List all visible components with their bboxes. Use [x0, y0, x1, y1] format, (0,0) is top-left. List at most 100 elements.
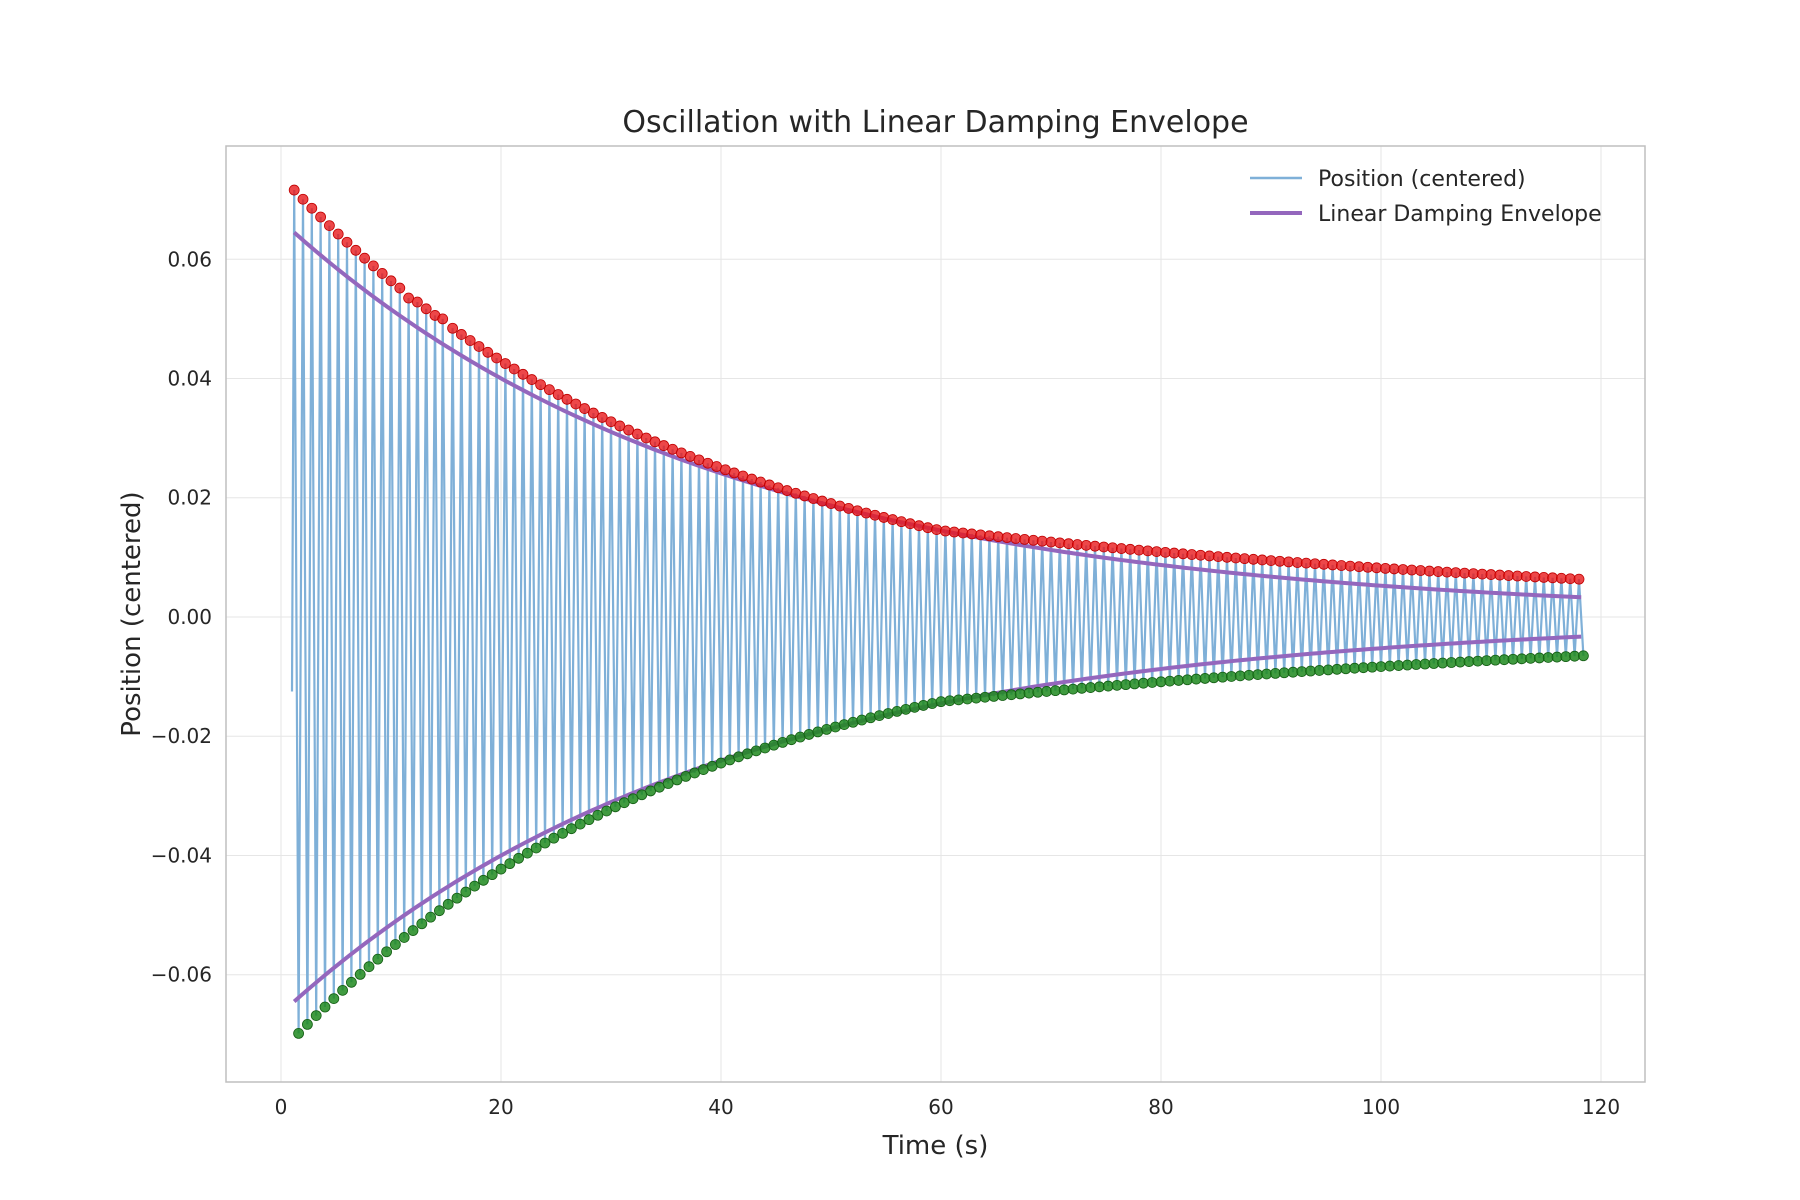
trough-marker	[909, 701, 920, 713]
trough-marker	[381, 946, 393, 958]
trough-marker	[301, 1019, 313, 1030]
trough-marker	[821, 724, 832, 735]
trough-marker	[345, 976, 357, 988]
trough-marker	[601, 805, 612, 817]
trough-marker	[856, 714, 868, 726]
trough-marker	[363, 961, 375, 973]
y-tick-label: 0.02	[167, 486, 212, 510]
trough-marker	[865, 712, 876, 724]
trough-marker	[874, 710, 885, 722]
peak-marker	[315, 211, 327, 223]
trough-marker	[583, 814, 595, 826]
data-layer	[288, 184, 1589, 1039]
peak-marker	[359, 252, 371, 264]
trough-marker	[451, 892, 463, 904]
peak-marker	[341, 236, 353, 248]
x-tick-label: 60	[928, 1095, 953, 1119]
trough-marker	[1578, 650, 1589, 662]
peak-marker	[447, 322, 459, 334]
grid	[226, 146, 1645, 1082]
peak-marker	[411, 296, 423, 308]
peak-marker	[367, 260, 379, 272]
trough-marker	[504, 858, 516, 870]
x-tick-label: 0	[275, 1095, 288, 1119]
peak-marker	[623, 424, 634, 436]
trough-marker	[425, 911, 437, 923]
trough-marker	[389, 939, 401, 950]
trough-marker	[847, 716, 859, 728]
peak-marker	[350, 244, 362, 256]
peak-marker	[860, 507, 872, 519]
x-tick-label: 100	[1362, 1095, 1400, 1119]
peak-marker	[922, 522, 934, 534]
peak-marker	[535, 379, 546, 391]
peak-marker	[499, 358, 511, 369]
peak-marker	[632, 428, 643, 440]
trough-marker	[627, 793, 639, 805]
peak-marker	[323, 220, 335, 231]
peak-marker	[561, 393, 573, 405]
peak-marker	[376, 268, 388, 279]
y-tick-label: −0.04	[151, 843, 212, 867]
trough-marker	[557, 827, 568, 839]
trough-marker	[900, 703, 912, 715]
peak-marker	[588, 407, 599, 419]
peak-marker	[297, 193, 309, 205]
trough-marker	[918, 700, 929, 711]
peak-marker	[605, 416, 617, 428]
y-tick-label: −0.02	[151, 724, 212, 748]
peak-marker	[394, 282, 406, 294]
trough-marker	[293, 1027, 305, 1039]
trough-marker	[354, 969, 366, 980]
trough-marker	[337, 984, 349, 996]
trough-marker	[530, 842, 542, 854]
y-tick-label: 0.06	[167, 247, 212, 271]
x-tick-label: 80	[1148, 1095, 1173, 1119]
peak-marker	[614, 420, 626, 432]
peak-marker	[878, 512, 890, 523]
trough-marker	[495, 863, 507, 875]
peak-marker	[437, 313, 449, 325]
trough-marker	[469, 880, 481, 892]
trough-marker	[539, 837, 551, 849]
peak-marker	[288, 184, 300, 196]
trough-marker	[328, 993, 340, 1004]
peak-marker	[517, 368, 529, 380]
x-tick-label: 120	[1582, 1095, 1620, 1119]
trough-marker	[882, 708, 894, 719]
trough-marker	[442, 898, 454, 910]
peak-marker	[473, 341, 485, 352]
peak-marker	[482, 346, 494, 358]
trough-marker	[372, 953, 384, 965]
peak-marker	[913, 520, 925, 532]
x-axis-label: Time (s)	[882, 1131, 989, 1161]
trough-marker	[926, 698, 938, 709]
trough-marker	[319, 1001, 331, 1013]
trough-marker	[838, 719, 850, 731]
x-tick-label: 40	[708, 1095, 733, 1119]
trough-marker	[618, 797, 630, 809]
plot-frame	[225, 145, 1646, 1083]
tick-labels: 0 20 40 60 80 100 120 −0.06 −0.04 −0.02 0.00 0.02 0.…	[151, 247, 1620, 1119]
trough-marker	[636, 789, 648, 801]
trough-marker	[433, 905, 445, 917]
y-axis-label: Position (centered)	[117, 491, 147, 736]
trough-marker	[513, 852, 524, 864]
peak-marker	[508, 363, 520, 375]
peak-marker	[332, 228, 344, 240]
trough-marker	[592, 809, 604, 821]
trough-marker	[574, 818, 586, 830]
trough-marker	[416, 918, 428, 930]
y-tick-label: 0.04	[167, 367, 212, 391]
trough-marker	[310, 1010, 322, 1022]
peak-marker	[825, 498, 837, 509]
peak-marker	[896, 516, 907, 528]
trough-marker	[610, 801, 621, 813]
peak-marker	[931, 524, 942, 535]
peak-marker	[579, 403, 590, 414]
trough-marker	[522, 847, 533, 859]
x-tick-label: 20	[488, 1095, 513, 1119]
peak-marker	[491, 352, 503, 364]
trough-marker	[566, 823, 577, 835]
